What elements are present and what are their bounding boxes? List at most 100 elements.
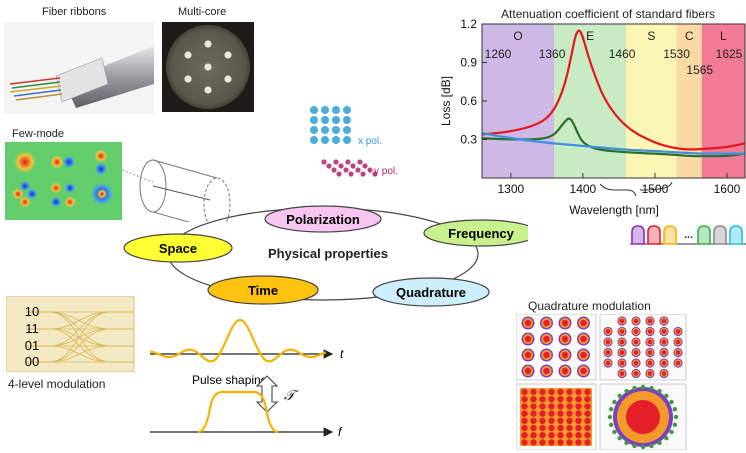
constellation-point [673, 414, 679, 420]
constellation-point [548, 403, 555, 410]
x-pol-point [321, 116, 329, 124]
x-pol-point [310, 106, 318, 114]
constellation-point [548, 410, 555, 417]
constellation-point [669, 399, 674, 405]
polarization-constellation-image: x pol. y pol. [310, 106, 398, 177]
constellation-point [584, 424, 591, 432]
x-pol-constellation [310, 106, 351, 144]
x-pol-point [332, 106, 340, 114]
constellation-point [566, 410, 573, 417]
constellation-point [672, 407, 678, 412]
constellation-point [657, 388, 662, 394]
wdm-channel-4 [697, 225, 711, 245]
constellation-point [530, 424, 537, 432]
constellation-point [530, 417, 537, 424]
y-pol-point [355, 167, 361, 173]
band-label-C: C [685, 29, 694, 43]
constellation-point [624, 440, 629, 446]
constellation-point [557, 403, 564, 410]
wdm-channel-1 [647, 225, 661, 245]
constellation-point [575, 417, 582, 424]
constellation-point [632, 443, 637, 449]
x-pol-point [332, 136, 340, 144]
node-time-label: Time [248, 283, 278, 298]
series-line-1 [481, 117, 746, 158]
band-label-L: L [720, 29, 727, 43]
constellation-point [521, 424, 528, 432]
band-label-S: S [647, 29, 655, 43]
y-pol-point [343, 167, 349, 173]
constellation-point [575, 403, 582, 410]
constellation-point [557, 439, 564, 446]
constellation-point [657, 440, 662, 446]
constellation-point [607, 414, 613, 420]
constellation-point [649, 385, 654, 391]
eye-caption: 4-level modulation [8, 377, 106, 391]
x-tick-label-1300: 1300 [497, 182, 524, 196]
constellation-point [557, 432, 564, 439]
x-pol-point [310, 136, 318, 144]
constellation-point [575, 424, 582, 432]
constellation-point [548, 417, 555, 424]
y-tick-label-0.3: 0.3 [460, 133, 477, 147]
constellation-point [566, 439, 573, 446]
constellation-point [539, 410, 546, 417]
node-polarization: Polarization [264, 205, 382, 233]
constellation-point [521, 396, 528, 403]
boundary-label-1460: 1460 [609, 47, 636, 61]
constellation-point [664, 436, 669, 441]
multicore-label: Multi-core [178, 6, 227, 18]
x-pol-point [343, 136, 351, 144]
x-pol-point [321, 136, 329, 144]
eye-level-1: 11 [25, 321, 39, 336]
pulse-shaping-diagram: t Pulse shaping 𝒯 f [149, 318, 344, 439]
constellation-point [548, 396, 555, 403]
y-pol-point [321, 159, 327, 165]
constellation-point [539, 439, 546, 446]
y-pol-point [338, 163, 344, 169]
boundary-label-1530: 1530 [663, 47, 690, 61]
constellation-point [608, 407, 614, 412]
node-frequency: Frequency [423, 219, 528, 247]
constellation-point [548, 388, 555, 396]
constellation-point [548, 424, 555, 432]
eye-trace [49, 345, 134, 363]
boundary-label-1260: 1260 [485, 47, 512, 61]
fewmode-label: Few-mode [12, 128, 64, 140]
physical-properties-cycle: Physical properties Polarization Frequen… [123, 205, 528, 307]
constellation-point [584, 410, 591, 417]
time-axis-label: t [340, 347, 344, 361]
wdm-channel-6 [729, 225, 743, 245]
constellation-point [557, 424, 564, 432]
eye-diagram-image: 10 11 01 00 [6, 296, 135, 372]
wdm-ellipsis: ... [684, 229, 693, 241]
y-tick-label-0.9: 0.9 [460, 56, 477, 70]
wdm-channel-2 [663, 225, 677, 245]
y-tick-label-0.6: 0.6 [460, 94, 477, 108]
constellation-point [566, 424, 573, 432]
constellation-point [521, 403, 528, 410]
x-pol-point [321, 106, 329, 114]
constellation-point [566, 403, 573, 410]
constellation-point [530, 396, 537, 403]
y-pol-point [326, 163, 332, 169]
x-pol-point [332, 116, 340, 124]
y-pol-point [348, 171, 354, 177]
constellation-point [521, 439, 528, 446]
multicore-fiber-image [162, 22, 254, 112]
wdm-bracket-right [640, 181, 673, 191]
y-pol-point [350, 163, 356, 169]
wdm-channels-diagram: ... [600, 181, 746, 245]
constellation-point [530, 403, 537, 410]
y-pol-point [362, 163, 368, 169]
boundary-label-1625: 1625 [716, 47, 743, 61]
node-frequency-label: Frequency [448, 226, 515, 241]
fiber-ribbons-image [4, 22, 154, 114]
eye-level-3: 00 [25, 354, 39, 369]
band-L [701, 24, 745, 178]
sinc-pulse [149, 318, 327, 363]
boundary-label-1360: 1360 [539, 47, 566, 61]
constellation-point [617, 436, 622, 441]
constellation-point [566, 396, 573, 403]
fourier-symbol: 𝒯 [284, 387, 299, 403]
